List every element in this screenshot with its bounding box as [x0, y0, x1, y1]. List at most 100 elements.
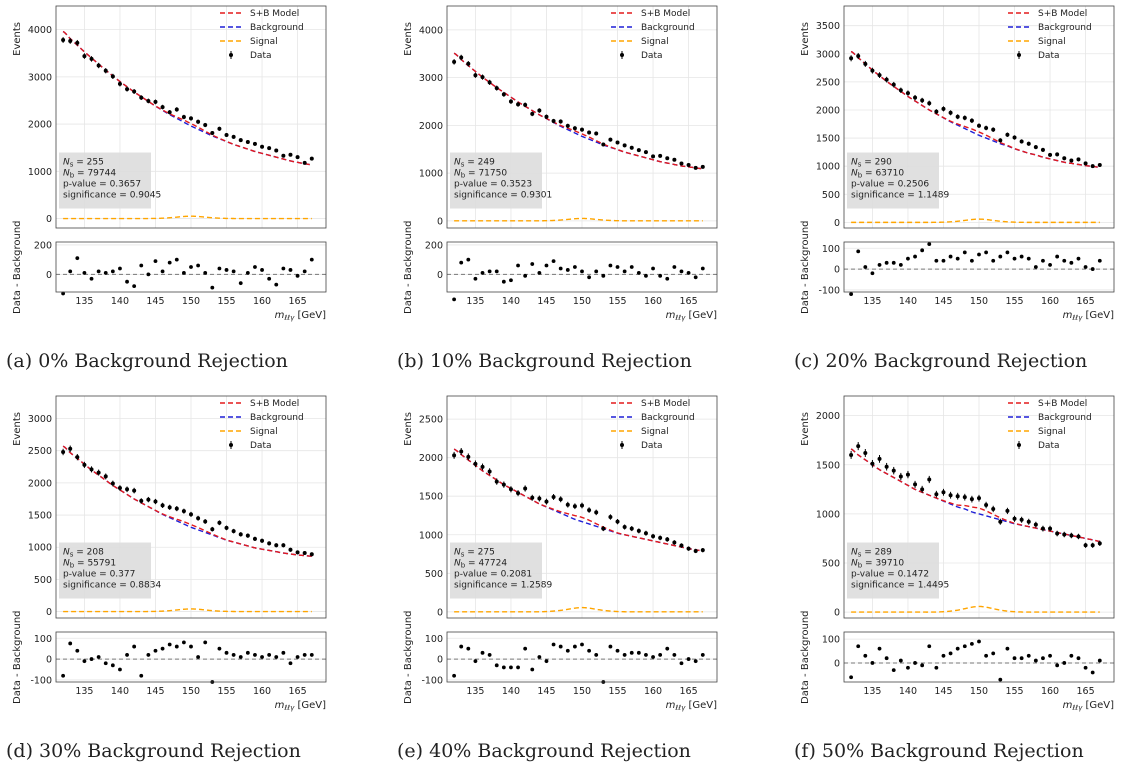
residual-point	[110, 663, 115, 668]
data-point	[962, 115, 967, 120]
legend-swatch-point	[1017, 443, 1021, 447]
ratio-y-tick-label: 0	[834, 658, 840, 669]
panel-d: 0 500 1000 1500 2000 2500 3000 Ns = 208 Nb = 557…	[6, 390, 376, 775]
ratio-y-tick-label: 0	[46, 270, 52, 281]
residual-point	[509, 665, 513, 670]
legend-label: Data	[641, 51, 663, 61]
residual-point	[530, 262, 535, 266]
data-point	[281, 543, 286, 548]
stat-ns: Ns = 290	[851, 158, 892, 169]
legend-swatch-point	[229, 53, 233, 57]
residual-point	[288, 661, 293, 666]
residual-point	[693, 275, 698, 280]
residual-point	[969, 258, 974, 263]
data-point	[167, 110, 172, 115]
data-point	[693, 165, 698, 170]
y-tick-label: 0	[834, 218, 840, 229]
y-tick-label: 1500	[816, 460, 840, 471]
ratio-y-tick-label: -100	[818, 285, 840, 296]
residual-point	[622, 653, 627, 657]
x-tick-label: 140	[899, 686, 917, 697]
y-axis-label: Events	[403, 22, 414, 56]
residual-point	[473, 276, 478, 281]
y-tick-label: 1000	[816, 162, 840, 173]
data-point	[608, 137, 613, 142]
data-point	[139, 498, 144, 503]
data-point	[501, 482, 506, 487]
residual-point	[210, 285, 215, 290]
data-point	[1083, 161, 1088, 166]
residual-point	[480, 650, 485, 655]
panel-a: 0 1000 2000 3000 4000 Ns = 255 Nb = 79744 p-val…	[6, 0, 376, 385]
residual-point	[580, 269, 584, 274]
sb-model-curve	[850, 50, 1100, 168]
residual-point	[281, 650, 286, 655]
residual-point	[651, 266, 655, 271]
data-point	[174, 107, 179, 112]
residual-point	[61, 291, 66, 296]
stat-significance: significance = 0.8834	[63, 581, 161, 591]
residual-point	[68, 641, 73, 646]
data-point	[877, 456, 882, 461]
residual-point	[849, 292, 854, 296]
stat-pvalue: p-value = 0.3657	[63, 180, 141, 190]
residual-point	[494, 269, 499, 274]
residual-point	[160, 269, 165, 274]
data-point	[146, 98, 151, 103]
data-point	[1040, 526, 1045, 531]
residual-point	[906, 256, 910, 261]
data-point	[1055, 531, 1060, 536]
residual-point	[267, 653, 272, 657]
data-point	[494, 86, 499, 91]
residual-point	[1041, 258, 1045, 263]
ratio-y-axis-label: Data - Background	[800, 610, 811, 704]
data-point	[302, 160, 307, 165]
panel-e: 0 500 1000 1500 2000 2500 Ns = 275 Nb = 47724 p-…	[397, 390, 767, 775]
data-point	[572, 126, 577, 131]
residual-point	[245, 270, 250, 275]
legend-label: Signal	[641, 37, 669, 47]
residual-point	[466, 257, 471, 262]
stat-nb: Nb = 47724	[454, 559, 507, 570]
residual-point	[1041, 656, 1045, 661]
data-point	[870, 461, 875, 466]
residual-point	[96, 269, 101, 274]
data-point	[61, 38, 66, 43]
data-point	[1019, 139, 1024, 144]
data-point	[231, 134, 236, 139]
ratio-plot-frame	[843, 631, 1115, 683]
legend-label: Background	[250, 413, 304, 423]
residual-point	[1012, 656, 1017, 661]
residual-point	[977, 639, 981, 644]
data-point	[643, 531, 648, 536]
legend-label: Data	[1038, 441, 1060, 451]
residual-point	[302, 653, 307, 657]
residual-point	[934, 665, 939, 670]
residual-point	[962, 644, 967, 649]
panel-b: 0 1000 2000 3000 4000 Ns = 249 Nb = 71750 p-val…	[397, 0, 767, 385]
data-point	[224, 525, 229, 530]
data-point	[941, 106, 946, 111]
panel-f: 0 500 1000 1500 2000 Ns = 289 Nb = 39710 p-valu…	[794, 390, 1142, 775]
legend-label: Signal	[1038, 427, 1066, 437]
main-plot-frame	[843, 5, 1115, 229]
ratio-y-tick-label: -100	[30, 675, 52, 686]
data-point	[238, 138, 243, 143]
residual-point	[1005, 250, 1010, 255]
x-tick-label: 165	[289, 686, 307, 697]
stats-box	[847, 542, 939, 599]
x-tick-label: 140	[111, 686, 129, 697]
residual-point	[863, 265, 868, 269]
residual-point	[523, 646, 528, 651]
data-point	[288, 152, 293, 157]
data-point	[898, 88, 903, 93]
residual-point	[920, 663, 925, 668]
residual-point	[891, 668, 896, 672]
legend-swatch-point	[620, 53, 624, 57]
x-tick-label: 160	[644, 296, 662, 307]
data-point	[174, 506, 179, 511]
residual-point	[1005, 646, 1010, 651]
residual-point	[89, 657, 94, 661]
residual-point	[103, 270, 108, 275]
